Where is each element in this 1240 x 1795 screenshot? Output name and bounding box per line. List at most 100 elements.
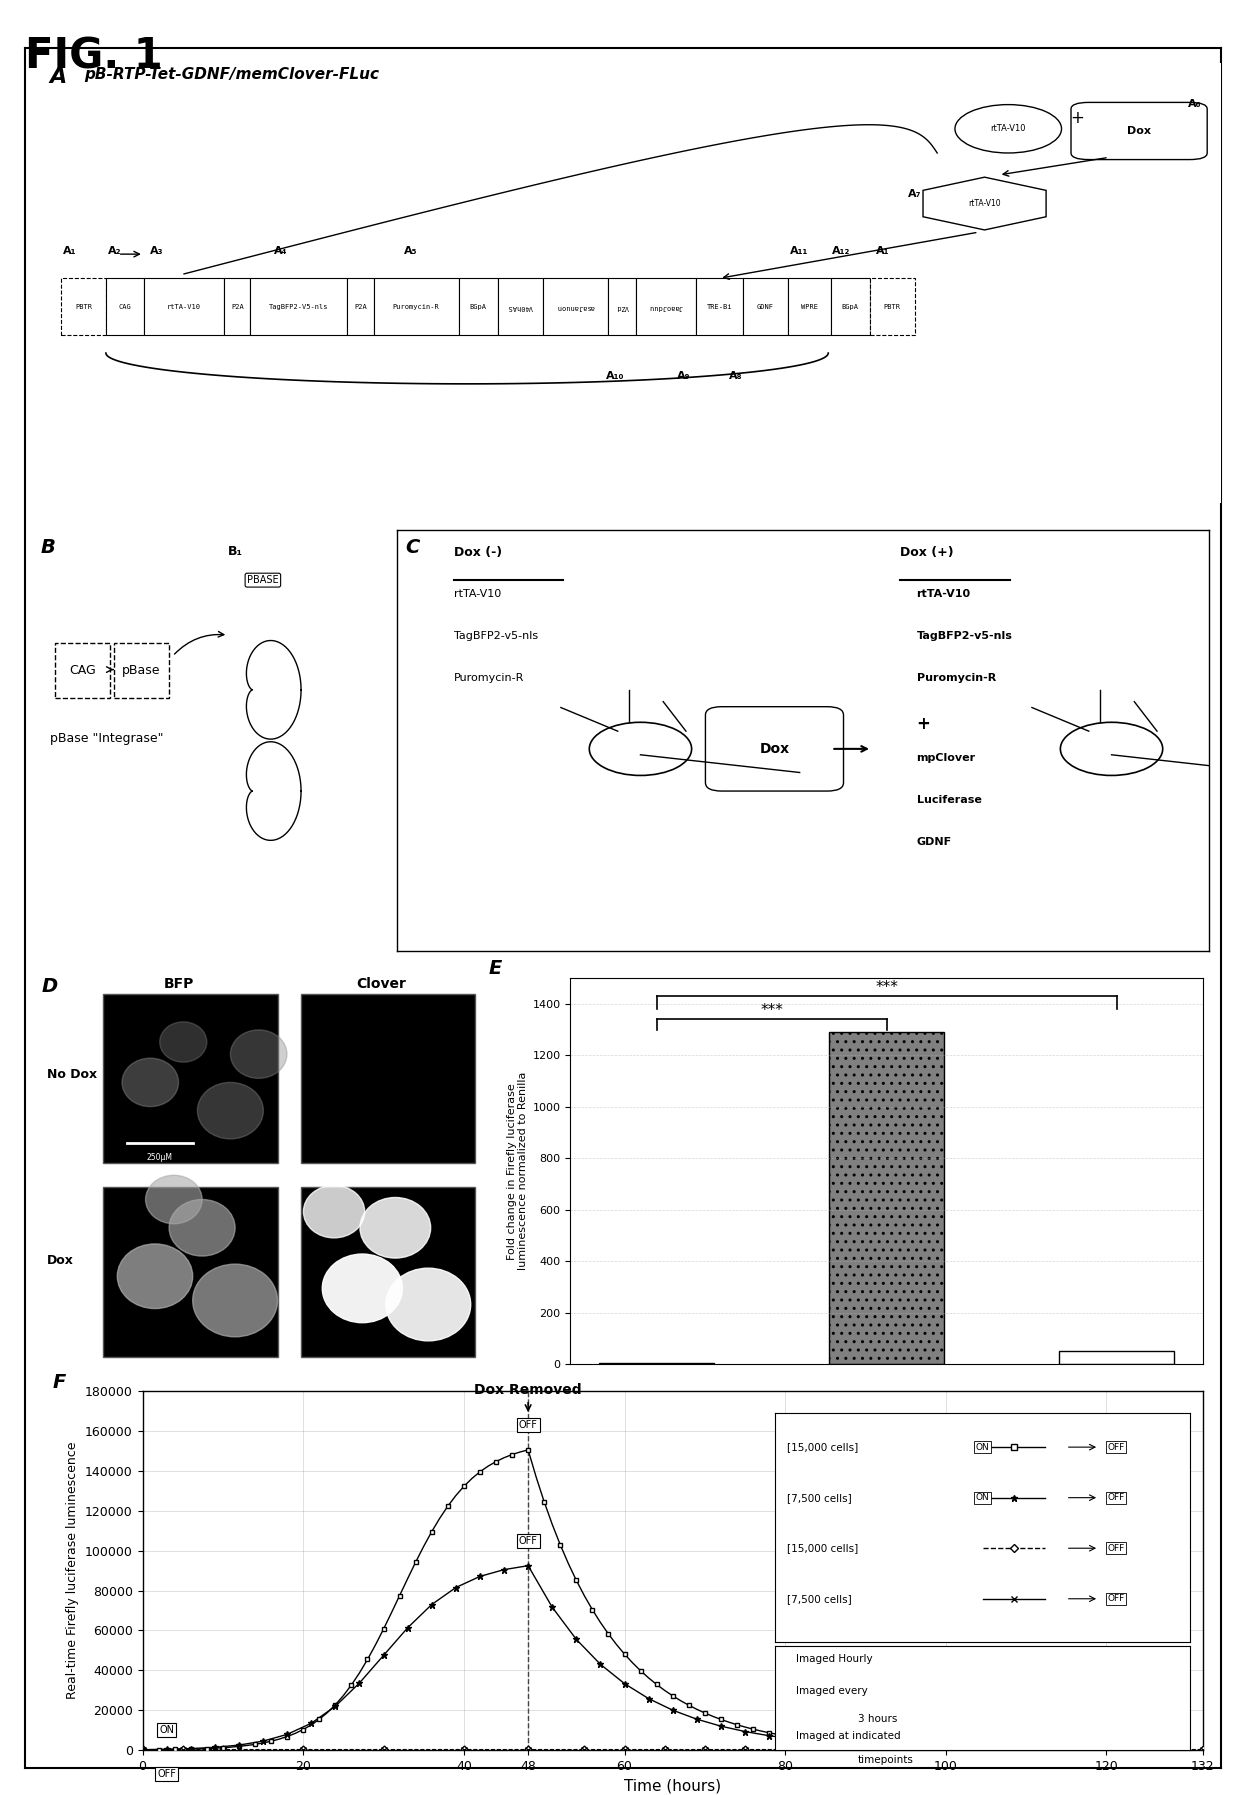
Text: A₂: A₂	[108, 246, 122, 257]
Text: ON: ON	[976, 1493, 990, 1502]
Text: E: E	[489, 959, 501, 978]
Text: CAG: CAG	[119, 303, 131, 311]
Text: B: B	[41, 538, 56, 556]
Text: GDNF: GDNF	[916, 838, 952, 847]
Text: Dox (+): Dox (+)	[900, 546, 954, 560]
Text: [15,000 cells]: [15,000 cells]	[787, 1544, 859, 1553]
Text: ON: ON	[976, 1443, 990, 1452]
Text: BGpA: BGpA	[470, 303, 487, 311]
Circle shape	[145, 1176, 202, 1224]
Bar	[301, 1188, 475, 1357]
Text: A₁₁: A₁₁	[790, 246, 808, 257]
Text: Imaged at indicated: Imaged at indicated	[796, 1732, 900, 1741]
Text: PBASE: PBASE	[247, 574, 279, 585]
Bar	[114, 643, 169, 698]
Text: BGpA: BGpA	[842, 303, 858, 311]
Text: B₁: B₁	[228, 546, 243, 558]
Bar	[869, 278, 915, 336]
Bar	[347, 278, 373, 336]
Text: FIG. 1: FIG. 1	[25, 36, 162, 77]
Text: Dox→No dox: Dox→No dox	[1080, 1395, 1153, 1407]
Bar	[459, 278, 497, 336]
Circle shape	[160, 1021, 207, 1063]
Text: +: +	[916, 714, 930, 732]
Bar	[830, 1032, 944, 1364]
Text: TRE-Bi: TRE-Bi	[707, 303, 732, 311]
Text: OFF: OFF	[646, 1443, 667, 1454]
Text: pBase: pBase	[122, 664, 161, 677]
Circle shape	[197, 1082, 263, 1140]
Text: rtTA-V10: rtTA-V10	[968, 199, 1001, 208]
Text: PBTR: PBTR	[74, 303, 92, 311]
Text: P2A: P2A	[355, 303, 367, 311]
Text: pBase "Integrase": pBase "Integrase"	[50, 732, 164, 745]
Text: A₁: A₁	[875, 246, 889, 257]
Text: No dox: No dox	[636, 1395, 677, 1407]
Text: C: C	[405, 538, 419, 556]
Text: D: D	[42, 976, 58, 996]
Text: WPRE: WPRE	[801, 303, 818, 311]
Text: Dox: Dox	[759, 741, 790, 756]
Text: A₈: A₈	[729, 372, 743, 381]
Text: A₁: A₁	[63, 246, 77, 257]
Text: Dox Removed: Dox Removed	[475, 1384, 582, 1411]
Text: A₉: A₉	[677, 372, 691, 381]
Text: 3 hours: 3 hours	[858, 1714, 898, 1723]
Ellipse shape	[955, 104, 1061, 153]
Bar	[543, 278, 608, 336]
Text: No Dox: No Dox	[47, 1068, 97, 1081]
Text: ON: ON	[879, 1443, 894, 1454]
Text: A: A	[50, 66, 66, 88]
Y-axis label: Fold change in Firefly luciferase
luminescence normalized to Renilla: Fold change in Firefly luciferase lumine…	[507, 1072, 528, 1271]
Circle shape	[122, 1059, 179, 1106]
Text: [7,500 cells]: [7,500 cells]	[787, 1493, 852, 1502]
Text: Dox: Dox	[47, 1253, 73, 1267]
FancyBboxPatch shape	[706, 707, 843, 792]
Circle shape	[386, 1267, 471, 1341]
Text: VZd: VZd	[616, 303, 629, 311]
Bar	[250, 278, 347, 336]
Text: A₆: A₆	[1188, 99, 1202, 109]
Text: Dox (-): Dox (-)	[454, 546, 502, 560]
Text: A₃: A₃	[150, 246, 164, 257]
Text: Dox: Dox	[875, 1395, 898, 1407]
Text: Imaged Hourly: Imaged Hourly	[796, 1655, 873, 1664]
Text: Dox: Dox	[1126, 126, 1151, 136]
Text: JaaoJduu: JaaoJduu	[649, 303, 683, 311]
Bar	[105, 278, 144, 336]
Text: Imaged every: Imaged every	[796, 1686, 868, 1696]
Y-axis label: Real-time Firefly luciferase luminescence: Real-time Firefly luciferase luminescenc…	[67, 1441, 79, 1700]
Text: TagBFP2-V5-nls: TagBFP2-V5-nls	[269, 303, 329, 311]
Text: OFF: OFF	[1107, 1544, 1125, 1553]
Text: A₅: A₅	[404, 246, 418, 257]
Circle shape	[169, 1199, 236, 1256]
Bar	[696, 278, 743, 336]
Bar	[61, 278, 105, 336]
Bar	[497, 278, 543, 336]
Text: [15,000 cells]: [15,000 cells]	[787, 1441, 859, 1452]
Bar	[787, 278, 831, 336]
Text: OFF: OFF	[157, 1770, 176, 1779]
Text: 250μM: 250μM	[146, 1152, 172, 1161]
Text: pB-RTP-Tet-GDNF/memClover-FLuc: pB-RTP-Tet-GDNF/memClover-FLuc	[84, 66, 379, 83]
Bar	[103, 994, 278, 1163]
Text: rtTA-V10: rtTA-V10	[991, 124, 1025, 133]
Text: OFF: OFF	[1107, 1594, 1125, 1603]
Text: OFF: OFF	[518, 1420, 538, 1431]
Text: P2A: P2A	[231, 303, 244, 311]
Text: ON: ON	[159, 1725, 174, 1736]
Bar	[608, 278, 636, 336]
Circle shape	[360, 1197, 430, 1258]
Text: A₁₂: A₁₂	[832, 246, 851, 257]
Text: BFP: BFP	[164, 976, 193, 991]
X-axis label: Time (hours): Time (hours)	[624, 1779, 722, 1793]
Bar	[144, 278, 224, 336]
Circle shape	[322, 1255, 403, 1323]
Text: Puromycin-R: Puromycin-R	[393, 303, 439, 311]
Text: rtTA-V10: rtTA-V10	[454, 589, 501, 598]
Text: PBTR: PBTR	[884, 303, 900, 311]
Text: A₁₀: A₁₀	[606, 372, 624, 381]
Circle shape	[192, 1264, 278, 1337]
Text: ***: ***	[875, 980, 898, 994]
Text: ***: ***	[760, 1003, 782, 1018]
